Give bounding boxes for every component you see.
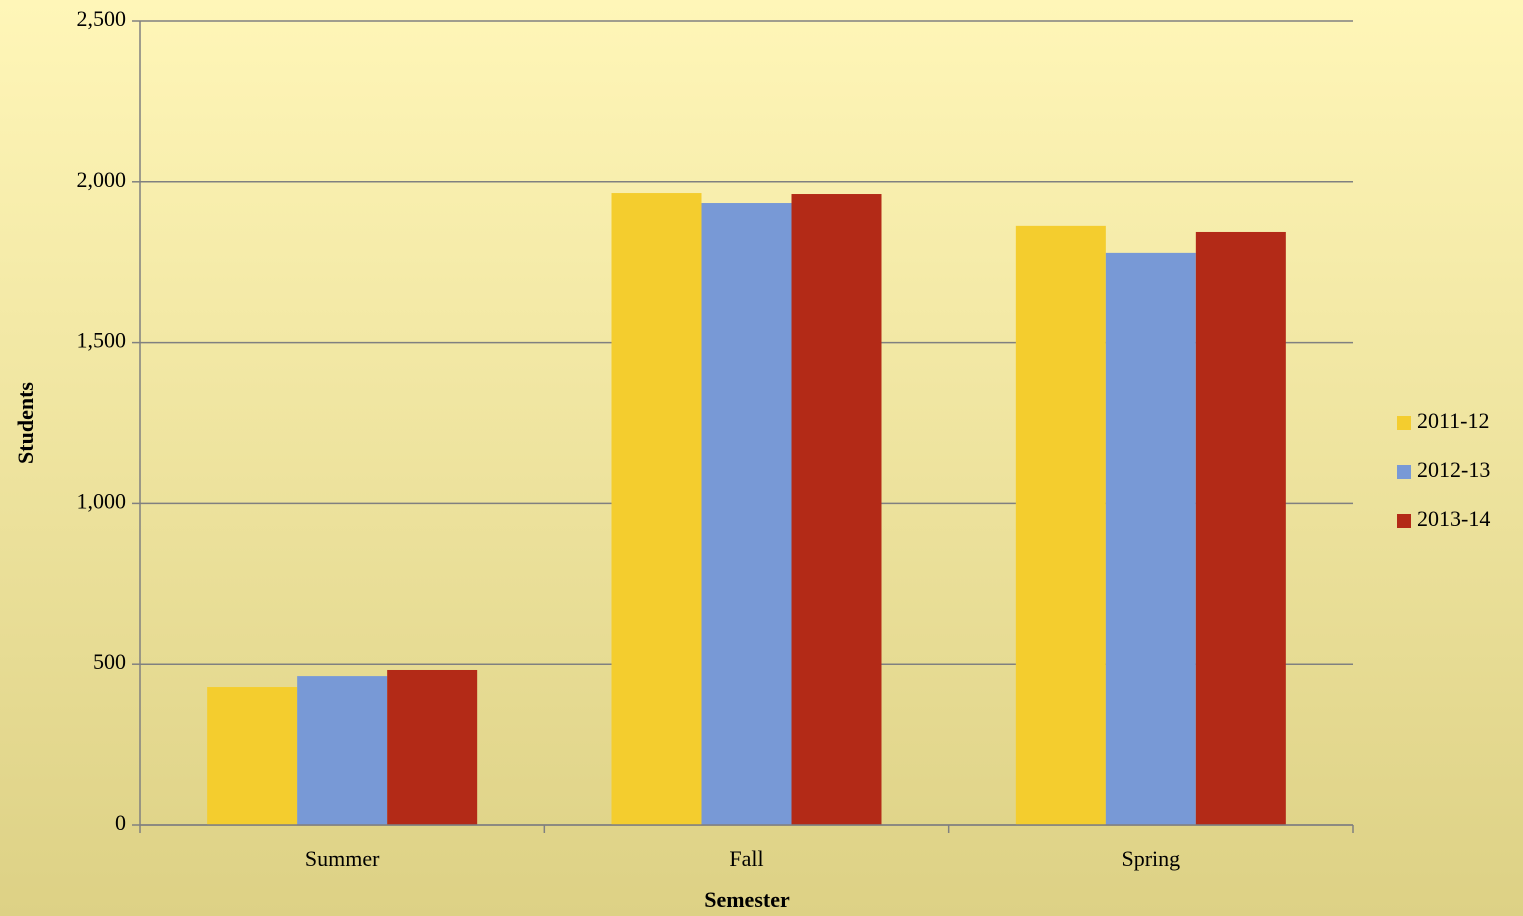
y-tick-label: 500 [93,649,126,674]
bar [1105,252,1196,825]
x-tick-label: Summer [305,846,380,871]
y-tick-label: 0 [115,810,126,835]
bar [791,194,882,825]
bar [207,687,298,825]
legend-swatch [1397,416,1411,430]
y-tick-label: 1,000 [77,488,127,513]
y-tick-label: 2,500 [77,6,127,31]
y-tick-label: 2,000 [77,167,127,192]
x-tick-label: Fall [729,846,763,871]
bar [387,669,478,825]
bar [701,203,792,825]
bar [297,676,388,825]
legend-label: 2013-14 [1417,506,1490,531]
bar [611,193,702,825]
bar [1195,231,1286,825]
bar [1015,225,1106,826]
y-axis-title: Students [13,382,38,464]
y-tick-label: 1,500 [77,328,127,353]
legend-label: 2012-13 [1417,457,1490,482]
x-axis-title: Semester [704,887,790,912]
legend-swatch [1397,465,1411,479]
x-tick-label: Spring [1121,846,1180,871]
legend-label: 2011-12 [1417,408,1490,433]
legend-swatch [1397,514,1411,528]
